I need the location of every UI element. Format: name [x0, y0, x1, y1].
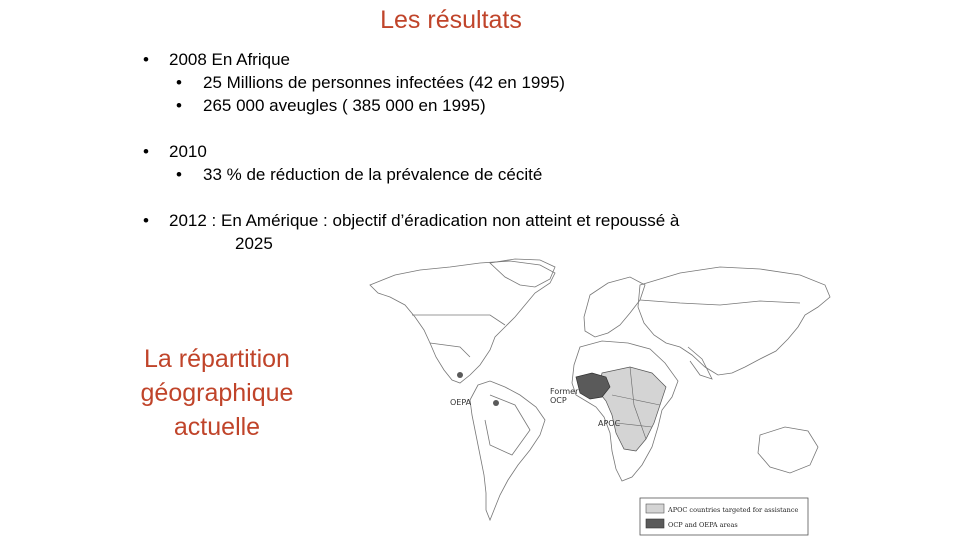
sub-bullet-text: 33 % de réduction de la prévalence de cé…	[203, 165, 543, 184]
apoc-region	[597, 366, 667, 452]
legend-swatch-apoc	[645, 503, 665, 514]
landmass-north-america	[369, 260, 556, 384]
bullet-text: 2010	[169, 142, 207, 161]
former-ocp-label: OCP	[550, 396, 567, 405]
former-ocp-label: Former	[550, 387, 579, 396]
sub-bullet-text: 265 000 aveugles ( 385 000 en 1995)	[203, 96, 486, 115]
bullet-text: 2008 En Afrique	[169, 50, 290, 69]
landmass-greenland	[489, 258, 556, 288]
bullet-dot: •	[176, 73, 182, 92]
landmass-africa	[571, 340, 679, 482]
border-india	[687, 346, 713, 380]
bullet-dot: •	[143, 142, 149, 161]
ocp-region	[575, 372, 611, 400]
legend-swatch-ocp	[645, 518, 665, 529]
sub-bullet-infected: • 25 Millions de personnes infectées (42…	[140, 71, 800, 94]
bullet-dot: •	[176, 165, 182, 184]
map-legend: APOC countries targeted for assistance O…	[639, 497, 809, 536]
bullet-list: • 2008 En Afrique • 25 Millions de perso…	[140, 48, 800, 255]
bullet-2012-continuation: 2025	[235, 234, 273, 253]
sub-bullet-reduction: • 33 % de réduction de la prévalence de …	[140, 163, 800, 186]
legend-box	[639, 497, 809, 536]
legend-label-apoc: APOC countries targeted for assistance	[667, 506, 798, 514]
border-russia	[639, 299, 801, 306]
sub-bullet-blind: • 265 000 aveugles ( 385 000 en 1995)	[140, 94, 800, 117]
landmass-south-america	[469, 380, 546, 522]
oepa-spot	[457, 372, 463, 378]
border-mexico	[429, 342, 471, 358]
apoc-borders	[611, 366, 661, 440]
side-title: La répartition géographique actuelle	[110, 342, 324, 444]
landmass-australia	[757, 426, 819, 474]
side-title-line: géographique	[140, 379, 294, 407]
country-outlines	[369, 258, 831, 522]
landmass-asia	[637, 266, 831, 376]
bullet-dot: •	[143, 211, 149, 230]
oepa-label: OEPA	[450, 398, 472, 407]
landmass-europe	[583, 276, 646, 338]
slide-title: Les résultats	[380, 6, 522, 34]
bullet-2008: • 2008 En Afrique	[140, 48, 800, 71]
side-title-line: La répartition	[144, 345, 290, 373]
bullet-dot: •	[176, 96, 182, 115]
legend-label-ocp: OCP and OEPA areas	[668, 521, 738, 529]
sub-bullet-text: 25 Millions de personnes infectées (42 e…	[203, 73, 565, 92]
apoc-label: APOC	[598, 419, 621, 428]
border-brazil	[484, 394, 531, 456]
bullet-2010: • 2010	[140, 140, 800, 163]
border-us	[412, 314, 506, 326]
bullet-2012: • 2012 : En Amérique : objectif d’éradic…	[140, 209, 800, 232]
side-title-line: actuelle	[173, 413, 261, 441]
bullet-dot: •	[143, 50, 149, 69]
oepa-spot	[493, 400, 499, 406]
world-map: OEPA Former OCP APOC APOC countries targ…	[369, 258, 831, 536]
bullet-text: 2012 : En Amérique : objectif d’éradicat…	[169, 211, 680, 230]
